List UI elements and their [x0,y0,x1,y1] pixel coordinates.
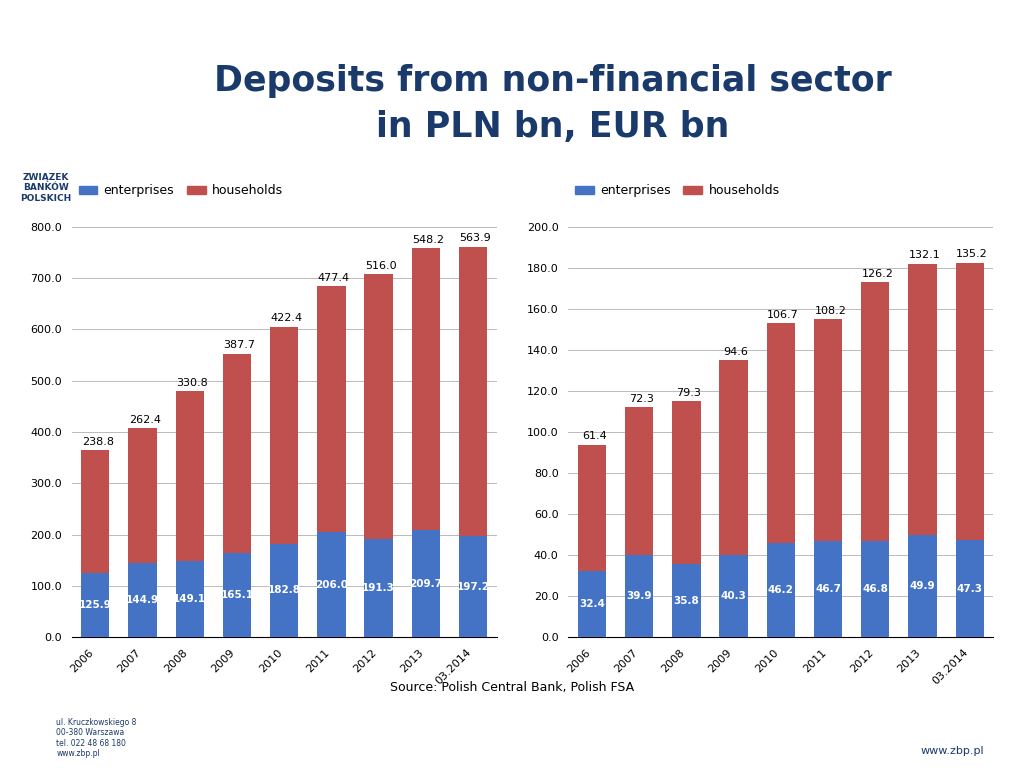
Text: 125.9: 125.9 [79,600,112,610]
Text: 132.1: 132.1 [909,250,941,260]
Text: 209.7: 209.7 [410,578,442,588]
Text: 182.8: 182.8 [267,585,301,595]
Bar [81,573,110,637]
Bar [412,530,440,637]
Text: 47.3: 47.3 [956,584,983,594]
Bar [955,540,984,637]
Text: 126.2: 126.2 [861,269,894,279]
Text: ul. Kruczkowskiego 8
00-380 Warszawa
tel. 022 48 68 180
www.zbp.pl: ul. Kruczkowskiego 8 00-380 Warszawa tel… [56,718,136,758]
Bar [814,319,842,541]
Bar [270,326,298,544]
Bar [720,360,748,554]
Text: 330.8: 330.8 [176,378,208,388]
Text: 149.1: 149.1 [173,594,206,604]
Bar [365,539,393,637]
Text: 422.4: 422.4 [270,313,302,323]
Text: 46.7: 46.7 [815,584,841,594]
Bar [625,555,653,637]
Text: 108.2: 108.2 [814,306,846,316]
Bar [578,445,606,571]
Text: 477.4: 477.4 [317,273,350,283]
Bar [861,282,890,541]
Text: www.zbp.pl: www.zbp.pl [921,746,984,756]
Text: ZWIĄZEK
BANKÓW
POLSKICH: ZWIĄZEK BANKÓW POLSKICH [20,173,72,203]
Text: 262.4: 262.4 [129,415,161,425]
Bar [175,391,204,561]
Text: 206.0: 206.0 [314,580,348,590]
Bar [955,263,984,540]
Text: 165.1: 165.1 [220,590,254,600]
Bar [365,274,393,539]
Text: B: B [32,77,60,115]
Bar [767,542,795,637]
Text: 197.2: 197.2 [457,582,489,592]
Bar [625,407,653,555]
Bar [128,563,157,637]
Bar [223,353,251,553]
Bar [767,323,795,542]
Legend: enterprises, households: enterprises, households [570,180,784,203]
Text: 46.2: 46.2 [768,585,794,595]
Text: 32.4: 32.4 [579,599,605,609]
Text: 49.9: 49.9 [909,581,935,591]
Text: 46.8: 46.8 [862,584,888,594]
Text: 61.4: 61.4 [582,432,606,442]
Bar [459,536,487,637]
Text: 72.3: 72.3 [629,394,654,404]
Bar [908,535,937,637]
Text: 548.2: 548.2 [413,235,444,245]
Bar [270,544,298,637]
Bar [412,248,440,530]
Text: 191.3: 191.3 [362,584,395,594]
Bar [672,564,700,637]
Bar [459,247,487,536]
Text: 79.3: 79.3 [676,388,701,398]
Bar [223,553,251,637]
Text: 516.0: 516.0 [366,261,396,271]
Text: 35.8: 35.8 [674,596,699,606]
Text: 135.2: 135.2 [956,250,988,260]
Bar [128,429,157,563]
Bar [908,263,937,535]
Text: 39.9: 39.9 [627,591,652,601]
Bar [672,401,700,564]
Bar [578,571,606,637]
Text: 94.6: 94.6 [724,347,749,357]
Text: Source: Polish Central Bank, Polish FSA: Source: Polish Central Bank, Polish FSA [390,681,634,694]
Bar [861,541,890,637]
Text: 238.8: 238.8 [82,437,114,447]
Text: 106.7: 106.7 [767,310,799,320]
Bar [720,554,748,637]
Legend: enterprises, households: enterprises, households [74,180,288,203]
Bar [175,561,204,637]
Text: 144.9: 144.9 [126,595,159,605]
Bar [317,286,345,531]
Bar [317,531,345,637]
Bar [814,541,842,637]
Text: 387.7: 387.7 [223,340,255,350]
Bar [81,450,110,573]
Text: 40.3: 40.3 [721,591,746,601]
Text: 563.9: 563.9 [460,233,492,243]
Text: Deposits from non-financial sector: Deposits from non-financial sector [214,64,892,98]
Text: in PLN bn, EUR bn: in PLN bn, EUR bn [376,110,730,144]
